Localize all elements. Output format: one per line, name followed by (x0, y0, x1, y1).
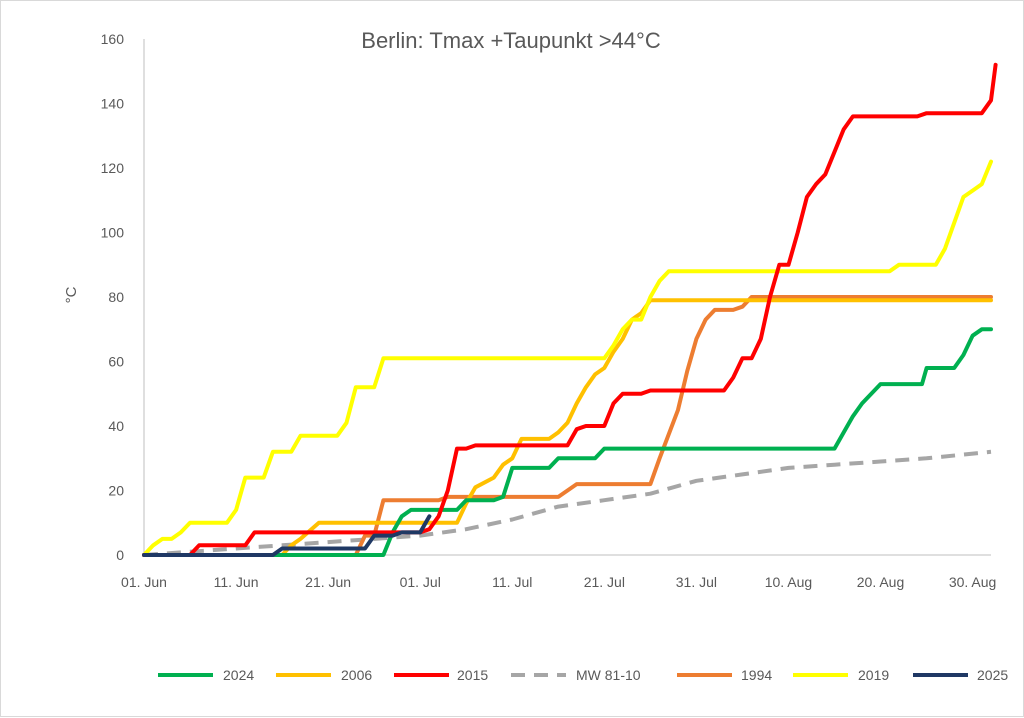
legend: 2024 2006 2015 MW 81-10 1994 2019 2025 (158, 667, 1008, 683)
y-tick-label: 160 (101, 31, 125, 47)
series-line-2006 (142, 298, 993, 557)
y-tick-labels: 0 20 40 60 80 100 120 140 160 (101, 31, 125, 563)
y-tick-label: 80 (108, 289, 124, 305)
y-tick-label: 60 (108, 354, 124, 370)
chart-title: Berlin: Tmax +Taupunkt >44°C (361, 28, 661, 53)
x-tick-label: 20. Aug (857, 574, 905, 590)
y-tick-label: 120 (101, 160, 125, 176)
series-line-2025 (142, 514, 432, 557)
series-line-2015 (142, 62, 998, 557)
x-tick-label: 31. Jul (676, 574, 717, 590)
y-axis-label: °C (63, 286, 80, 303)
series-line-1994 (142, 295, 993, 557)
x-tick-labels: 01. Jun 11. Jun 21. Jun 01. Jul 11. Jul 21. J… (121, 574, 996, 590)
y-tick-label: 20 (108, 483, 124, 499)
x-tick-label: 10. Aug (765, 574, 813, 590)
x-tick-label: 30. Aug (949, 574, 997, 590)
x-tick-label: 11. Jul (492, 574, 532, 590)
legend-label: 2015 (457, 667, 488, 683)
series-line-mw-81-10 (143, 449, 992, 557)
y-tick-label: 100 (101, 225, 125, 241)
x-tick-label: 01. Jun (121, 574, 167, 590)
y-tick-label: 40 (108, 418, 124, 434)
y-tick-label: 140 (101, 96, 125, 112)
legend-label: 1994 (741, 667, 772, 683)
x-tick-label: 21. Jun (305, 574, 351, 590)
legend-label: 2019 (858, 667, 889, 683)
legend-label: 2006 (341, 667, 372, 683)
legend-label: MW 81-10 (576, 667, 641, 683)
x-tick-label: 01. Jul (400, 574, 441, 590)
series-lines (142, 62, 998, 557)
legend-label: 2025 (977, 667, 1008, 683)
x-tick-label: 21. Jul (584, 574, 625, 590)
series-line-2024 (142, 327, 993, 557)
y-tick-label: 0 (116, 547, 124, 563)
x-tick-label: 11. Jun (214, 574, 259, 590)
legend-label: 2024 (223, 667, 254, 683)
series-line-2019 (142, 159, 993, 557)
